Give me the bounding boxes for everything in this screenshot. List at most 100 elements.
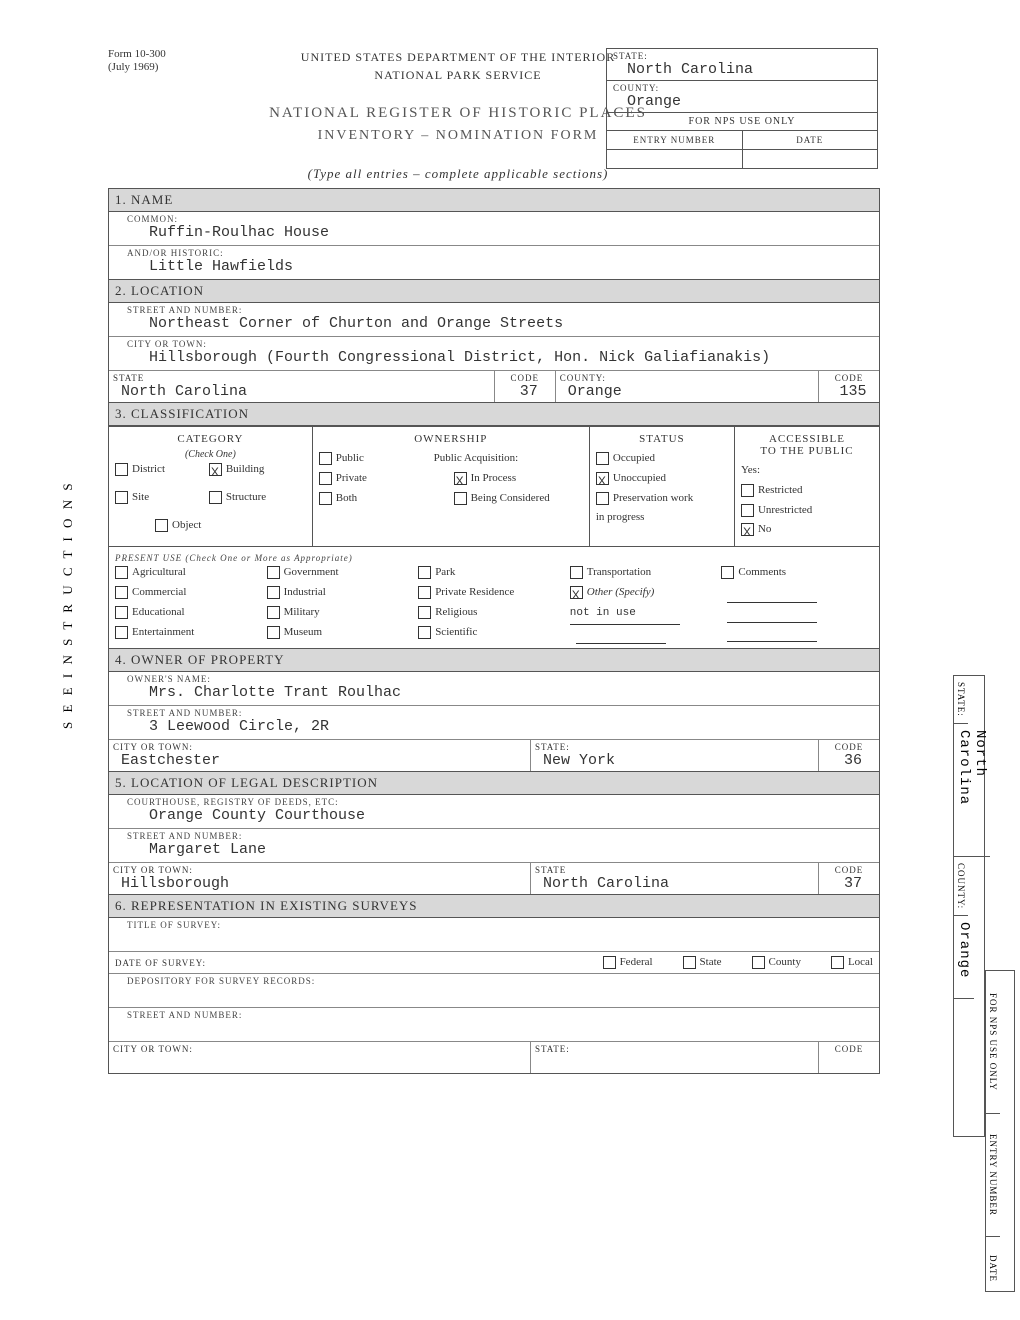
sec2-city-value: Hillsborough (Fourth Congressional Distr… [109,349,879,370]
cb-state[interactable] [683,956,696,969]
cb-educational[interactable] [115,606,128,619]
lbl-educational: Educational [132,606,185,618]
sec5-state-label: STATE [531,863,818,875]
other-value: not in use [570,604,680,625]
cb-district[interactable] [115,463,128,476]
cb-agricultural[interactable] [115,566,128,579]
cb-object[interactable] [155,519,168,532]
hdr-entry-label: ENTRY NUMBER [607,131,743,149]
side-county-label: COUNTY: [954,857,968,916]
lbl-federal: Federal [620,956,653,968]
cb-unoccupied[interactable] [596,472,609,485]
sec4-city-label: CITY OR TOWN: [109,740,530,752]
sec5-code-label: CODE [819,863,879,875]
lbl-acc-yes: Yes: [741,461,873,481]
sec4-name-value: Mrs. Charlotte Trant Roulhac [109,684,879,706]
sec6-city-label: CITY OR TOWN: [109,1042,530,1054]
cb-other[interactable] [570,586,583,599]
cb-religious[interactable] [418,606,431,619]
sec6-state-label: STATE: [531,1042,818,1054]
lbl-commercial: Commercial [132,586,186,598]
sec6-title-value [109,930,879,952]
cb-site[interactable] [115,491,128,504]
cb-scientific[interactable] [418,626,431,639]
cb-private[interactable] [319,472,332,485]
lbl-preservation: Preservation work in progress [596,492,693,524]
lbl-restricted: Restricted [758,484,803,496]
side-state-county-box: STATE: North Carolina COUNTY: Orange [953,675,985,1137]
sec6-state-value [531,1054,818,1073]
sec2-scode-label: CODE [495,371,555,383]
cb-in-process[interactable] [454,472,467,485]
cb-preservation[interactable] [596,492,609,505]
cb-public[interactable] [319,452,332,465]
sec3-ownership-head: OWNERSHIP [319,433,583,445]
cb-federal[interactable] [603,956,616,969]
cb-restricted[interactable] [741,484,754,497]
sec4-name-label: OWNER'S NAME: [109,672,879,684]
cb-museum[interactable] [267,626,280,639]
sec5-state-value: North Carolina [531,875,818,894]
sec6-head: 6. REPRESENTATION IN EXISTING SURVEYS [109,894,879,918]
lbl-private: Private [336,472,367,484]
sec5-city-value: Hillsborough [109,875,530,894]
sec2-county-value: Orange [556,383,818,402]
cb-commercial[interactable] [115,586,128,599]
lbl-park: Park [435,566,455,578]
cb-entertainment[interactable] [115,626,128,639]
other-blank-1 [576,629,666,644]
lbl-religious: Religious [435,606,477,618]
sec6-code-label: CODE [819,1042,879,1054]
lbl-entertainment: Entertainment [132,626,194,638]
lbl-private-res: Private Residence [435,586,514,598]
side-state-value: North Carolina [954,724,990,857]
sec5-street-label: STREET AND NUMBER: [109,829,879,841]
cb-park[interactable] [418,566,431,579]
lbl-being-considered: Being Considered [471,492,550,504]
lbl-occupied: Occupied [613,452,655,464]
cb-comments[interactable] [721,566,734,579]
cb-both[interactable] [319,492,332,505]
cb-county[interactable] [752,956,765,969]
sec2-state-label: STATE [109,371,494,383]
header-right-box: STATE:North Carolina COUNTY:Orange FOR N… [606,48,878,169]
lbl-scientific: Scientific [435,626,477,638]
sec3-check-one: (Check One) [115,449,306,460]
lbl-public: Public [336,452,364,464]
sec6-depo-value [109,986,879,1008]
cb-local[interactable] [831,956,844,969]
sec6-title-label: TITLE OF SURVEY: [109,918,879,930]
side-county-value: Orange [954,916,974,999]
cb-transportation[interactable] [570,566,583,579]
lbl-museum: Museum [284,626,323,638]
lbl-military: Military [284,606,320,618]
sec4-head: 4. OWNER OF PROPERTY [109,648,879,672]
hdr-county-label: COUNTY: [613,83,871,93]
side-date-label: DATE [986,1237,1000,1299]
sec4-code-label: CODE [819,740,879,752]
form-no: Form 10-300 [108,48,166,60]
sec3-head: 3. CLASSIFICATION [109,402,879,426]
cb-occupied[interactable] [596,452,609,465]
form-date: (July 1969) [108,61,158,73]
cb-private-res[interactable] [418,586,431,599]
sec2-head: 2. LOCATION [109,279,879,303]
cb-military[interactable] [267,606,280,619]
sec2-street-value: Northeast Corner of Churton and Orange S… [109,315,879,337]
side-nps-box: FOR NPS USE ONLY ENTRY NUMBER DATE [985,970,1015,1292]
sec1-common-value: Ruffin-Roulhac House [109,224,879,246]
sec2-county-label: COUNTY: [556,371,818,383]
cb-being-considered[interactable] [454,492,467,505]
cb-structure[interactable] [209,491,222,504]
lbl-both: Both [336,492,357,504]
sec2-street-label: STREET AND NUMBER: [109,303,879,315]
cb-building[interactable] [209,463,222,476]
cb-industrial[interactable] [267,586,280,599]
sec1-hist-value: Little Hawfields [109,258,879,279]
lbl-transportation: Transportation [587,566,651,578]
sec5-street-value: Margaret Lane [109,841,879,862]
cb-no[interactable] [741,523,754,536]
cb-government[interactable] [267,566,280,579]
cb-unrestricted[interactable] [741,504,754,517]
sec5-court-value: Orange County Courthouse [109,807,879,829]
